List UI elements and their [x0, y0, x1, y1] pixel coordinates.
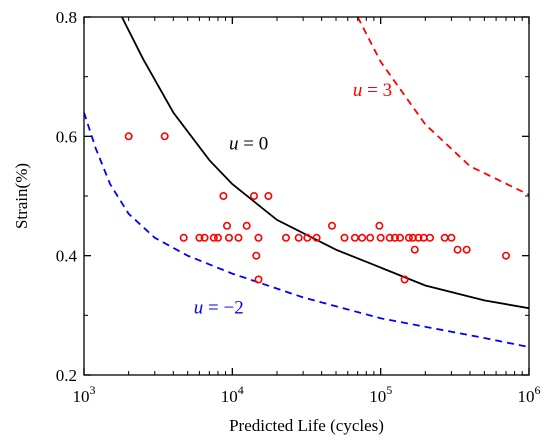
- data-point: [447, 233, 456, 242]
- x-tick-exponent: 3: [90, 383, 96, 397]
- data-point: [385, 233, 394, 242]
- y-tick-label: 0.4: [56, 247, 78, 266]
- data-point: [375, 221, 384, 230]
- curve-label-value: = −2: [203, 298, 243, 319]
- y-tick-label: 0.8: [56, 8, 77, 27]
- data-point: [214, 233, 223, 242]
- data-point: [219, 192, 228, 201]
- data-point: [242, 221, 251, 230]
- curve-label: u = 3: [353, 80, 392, 101]
- curve-label: u = −2: [194, 298, 244, 319]
- data-point: [453, 245, 462, 254]
- data-point: [376, 233, 385, 242]
- x-tick-base: 10: [221, 387, 238, 406]
- data-point: [294, 233, 303, 242]
- y-tick-label: 0.6: [56, 127, 77, 146]
- data-point: [234, 233, 243, 242]
- data-point: [404, 233, 413, 242]
- data-point: [340, 233, 349, 242]
- x-tick-exponent: 5: [386, 383, 392, 397]
- data-point: [350, 233, 359, 242]
- x-tick-exponent: 6: [535, 383, 541, 397]
- x-tick-label: 105: [369, 383, 392, 406]
- x-tick-exponent: 4: [238, 383, 244, 397]
- data-point: [195, 233, 204, 242]
- data-point: [254, 233, 263, 242]
- data-point: [327, 221, 336, 230]
- data-point: [400, 275, 409, 284]
- data-point: [254, 275, 263, 284]
- plot-frame: [83, 16, 530, 376]
- data-point: [395, 233, 404, 242]
- labels-layer: u = 0u = 3u = −2: [194, 80, 392, 319]
- data-point: [358, 233, 367, 242]
- data-point: [366, 233, 375, 242]
- data-point: [312, 233, 321, 242]
- data-point: [303, 233, 312, 242]
- data-point: [223, 221, 232, 230]
- curves-layer: [84, 17, 529, 348]
- data-point: [252, 251, 261, 260]
- data-point: [250, 192, 259, 201]
- data-point: [179, 233, 188, 242]
- x-tick-label: 103: [73, 383, 96, 406]
- x-tick-base: 10: [518, 387, 535, 406]
- x-tick-label: 106: [518, 383, 541, 406]
- curve-label-variable: u: [353, 80, 363, 101]
- data-point: [414, 233, 423, 242]
- curve-label-variable: u: [229, 134, 239, 155]
- curve-line: [121, 17, 529, 310]
- data-point: [425, 233, 434, 242]
- data-point: [264, 192, 273, 201]
- data-point: [462, 245, 471, 254]
- y-tick-label: 0.2: [56, 366, 77, 385]
- y-axis-title: Strain(%): [12, 163, 31, 229]
- curve-line: [84, 112, 529, 348]
- curve-label: u = 0: [229, 134, 268, 155]
- data-point: [501, 251, 510, 260]
- x-tick-base: 10: [369, 387, 386, 406]
- data-point: [209, 233, 218, 242]
- data-point: [390, 233, 399, 242]
- curve-label-value: = 0: [239, 134, 269, 155]
- data-point: [200, 233, 209, 242]
- data-point: [160, 132, 169, 141]
- points-layer: [124, 132, 510, 284]
- data-point: [281, 233, 290, 242]
- curve-label-variable: u: [194, 298, 204, 319]
- data-point: [225, 233, 234, 242]
- curve-line: [356, 17, 529, 196]
- curve-label-value: = 3: [362, 80, 392, 101]
- x-axis-title: Predicted Life (cycles): [229, 416, 384, 435]
- data-point: [410, 245, 419, 254]
- x-tick-base: 10: [73, 387, 90, 406]
- x-tick-label: 104: [221, 383, 244, 406]
- data-point: [124, 132, 133, 141]
